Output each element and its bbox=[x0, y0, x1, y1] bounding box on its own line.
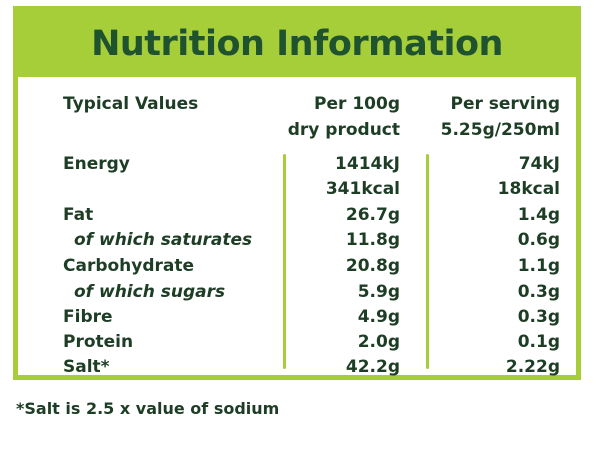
header-dry-product: dry product bbox=[287, 120, 400, 140]
value-serving-saturates: 0.6g bbox=[517, 230, 560, 250]
value-serving-fat: 1.4g bbox=[517, 205, 560, 225]
row-label-protein: Protein bbox=[63, 332, 134, 352]
header-per-100g: Per 100g bbox=[314, 94, 400, 114]
value-per100-saturates: 11.8g bbox=[345, 230, 400, 250]
value-per100-energy-kcal: 341kcal bbox=[325, 179, 400, 199]
value-serving-energy-kcal: 18kcal bbox=[497, 179, 560, 199]
row-label-salt: Salt* bbox=[63, 357, 110, 377]
value-per100-carbohydrate: 20.8g bbox=[345, 256, 400, 276]
column-divider-left bbox=[283, 154, 286, 369]
salt-footnote: *Salt is 2.5 x value of sodium bbox=[16, 399, 280, 418]
value-per100-energy-kj: 1414kJ bbox=[335, 154, 400, 174]
title-bar bbox=[18, 11, 576, 77]
value-per100-fibre: 4.9g bbox=[357, 307, 400, 327]
column-divider-right bbox=[426, 154, 429, 369]
row-label-sugars: of which sugars bbox=[74, 282, 226, 302]
value-per100-sugars: 5.9g bbox=[357, 282, 400, 302]
row-label-fat: Fat bbox=[63, 205, 94, 225]
value-serving-sugars: 0.3g bbox=[517, 282, 560, 302]
row-label-carbohydrate: Carbohydrate bbox=[63, 256, 195, 276]
value-serving-energy-kj: 74kJ bbox=[518, 154, 560, 174]
header-serving-size: 5.25g/250ml bbox=[440, 120, 560, 140]
value-per100-fat: 26.7g bbox=[345, 205, 400, 225]
value-serving-fibre: 0.3g bbox=[517, 307, 560, 327]
header-typical-values: Typical Values bbox=[63, 94, 199, 114]
row-label-fibre: Fibre bbox=[63, 307, 113, 327]
value-serving-protein: 0.1g bbox=[517, 332, 560, 352]
value-per100-protein: 2.0g bbox=[357, 332, 400, 352]
value-serving-carbohydrate: 1.1g bbox=[517, 256, 560, 276]
row-label-saturates: of which saturates bbox=[74, 230, 253, 250]
row-label-energy: Energy bbox=[63, 154, 130, 174]
header-per-serving: Per serving bbox=[450, 94, 560, 114]
panel-title: Nutrition Information bbox=[91, 24, 503, 64]
value-serving-salt: 2.22g bbox=[505, 357, 560, 377]
value-per100-salt: 42.2g bbox=[345, 357, 400, 377]
nutrition-panel: Nutrition Information Typical Values Per… bbox=[13, 6, 581, 380]
